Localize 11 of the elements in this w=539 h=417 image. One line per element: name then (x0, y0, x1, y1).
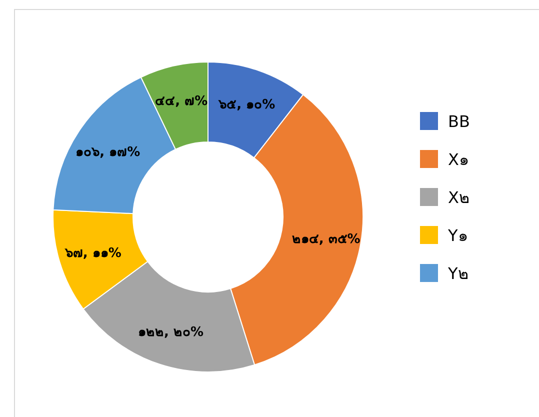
legend-label: BB (448, 112, 470, 131)
legend-label: X๒ (448, 188, 470, 207)
legend-label: Y๒ (447, 264, 469, 283)
data-label: ๑๐๖, ๑๗% (76, 144, 140, 160)
data-label: ๖๕, ๑๐% (218, 97, 276, 112)
data-label: ๔๔, ๗% (155, 94, 208, 109)
data-label: ๒๑๔, ๓๕% (292, 232, 360, 248)
data-label: ๖๗, ๑๑% (64, 246, 122, 261)
data-label: ๑๒๒, ๒๐% (138, 325, 204, 340)
legend-label: X๑ (448, 150, 469, 169)
legend-label: Y๑ (447, 226, 468, 245)
